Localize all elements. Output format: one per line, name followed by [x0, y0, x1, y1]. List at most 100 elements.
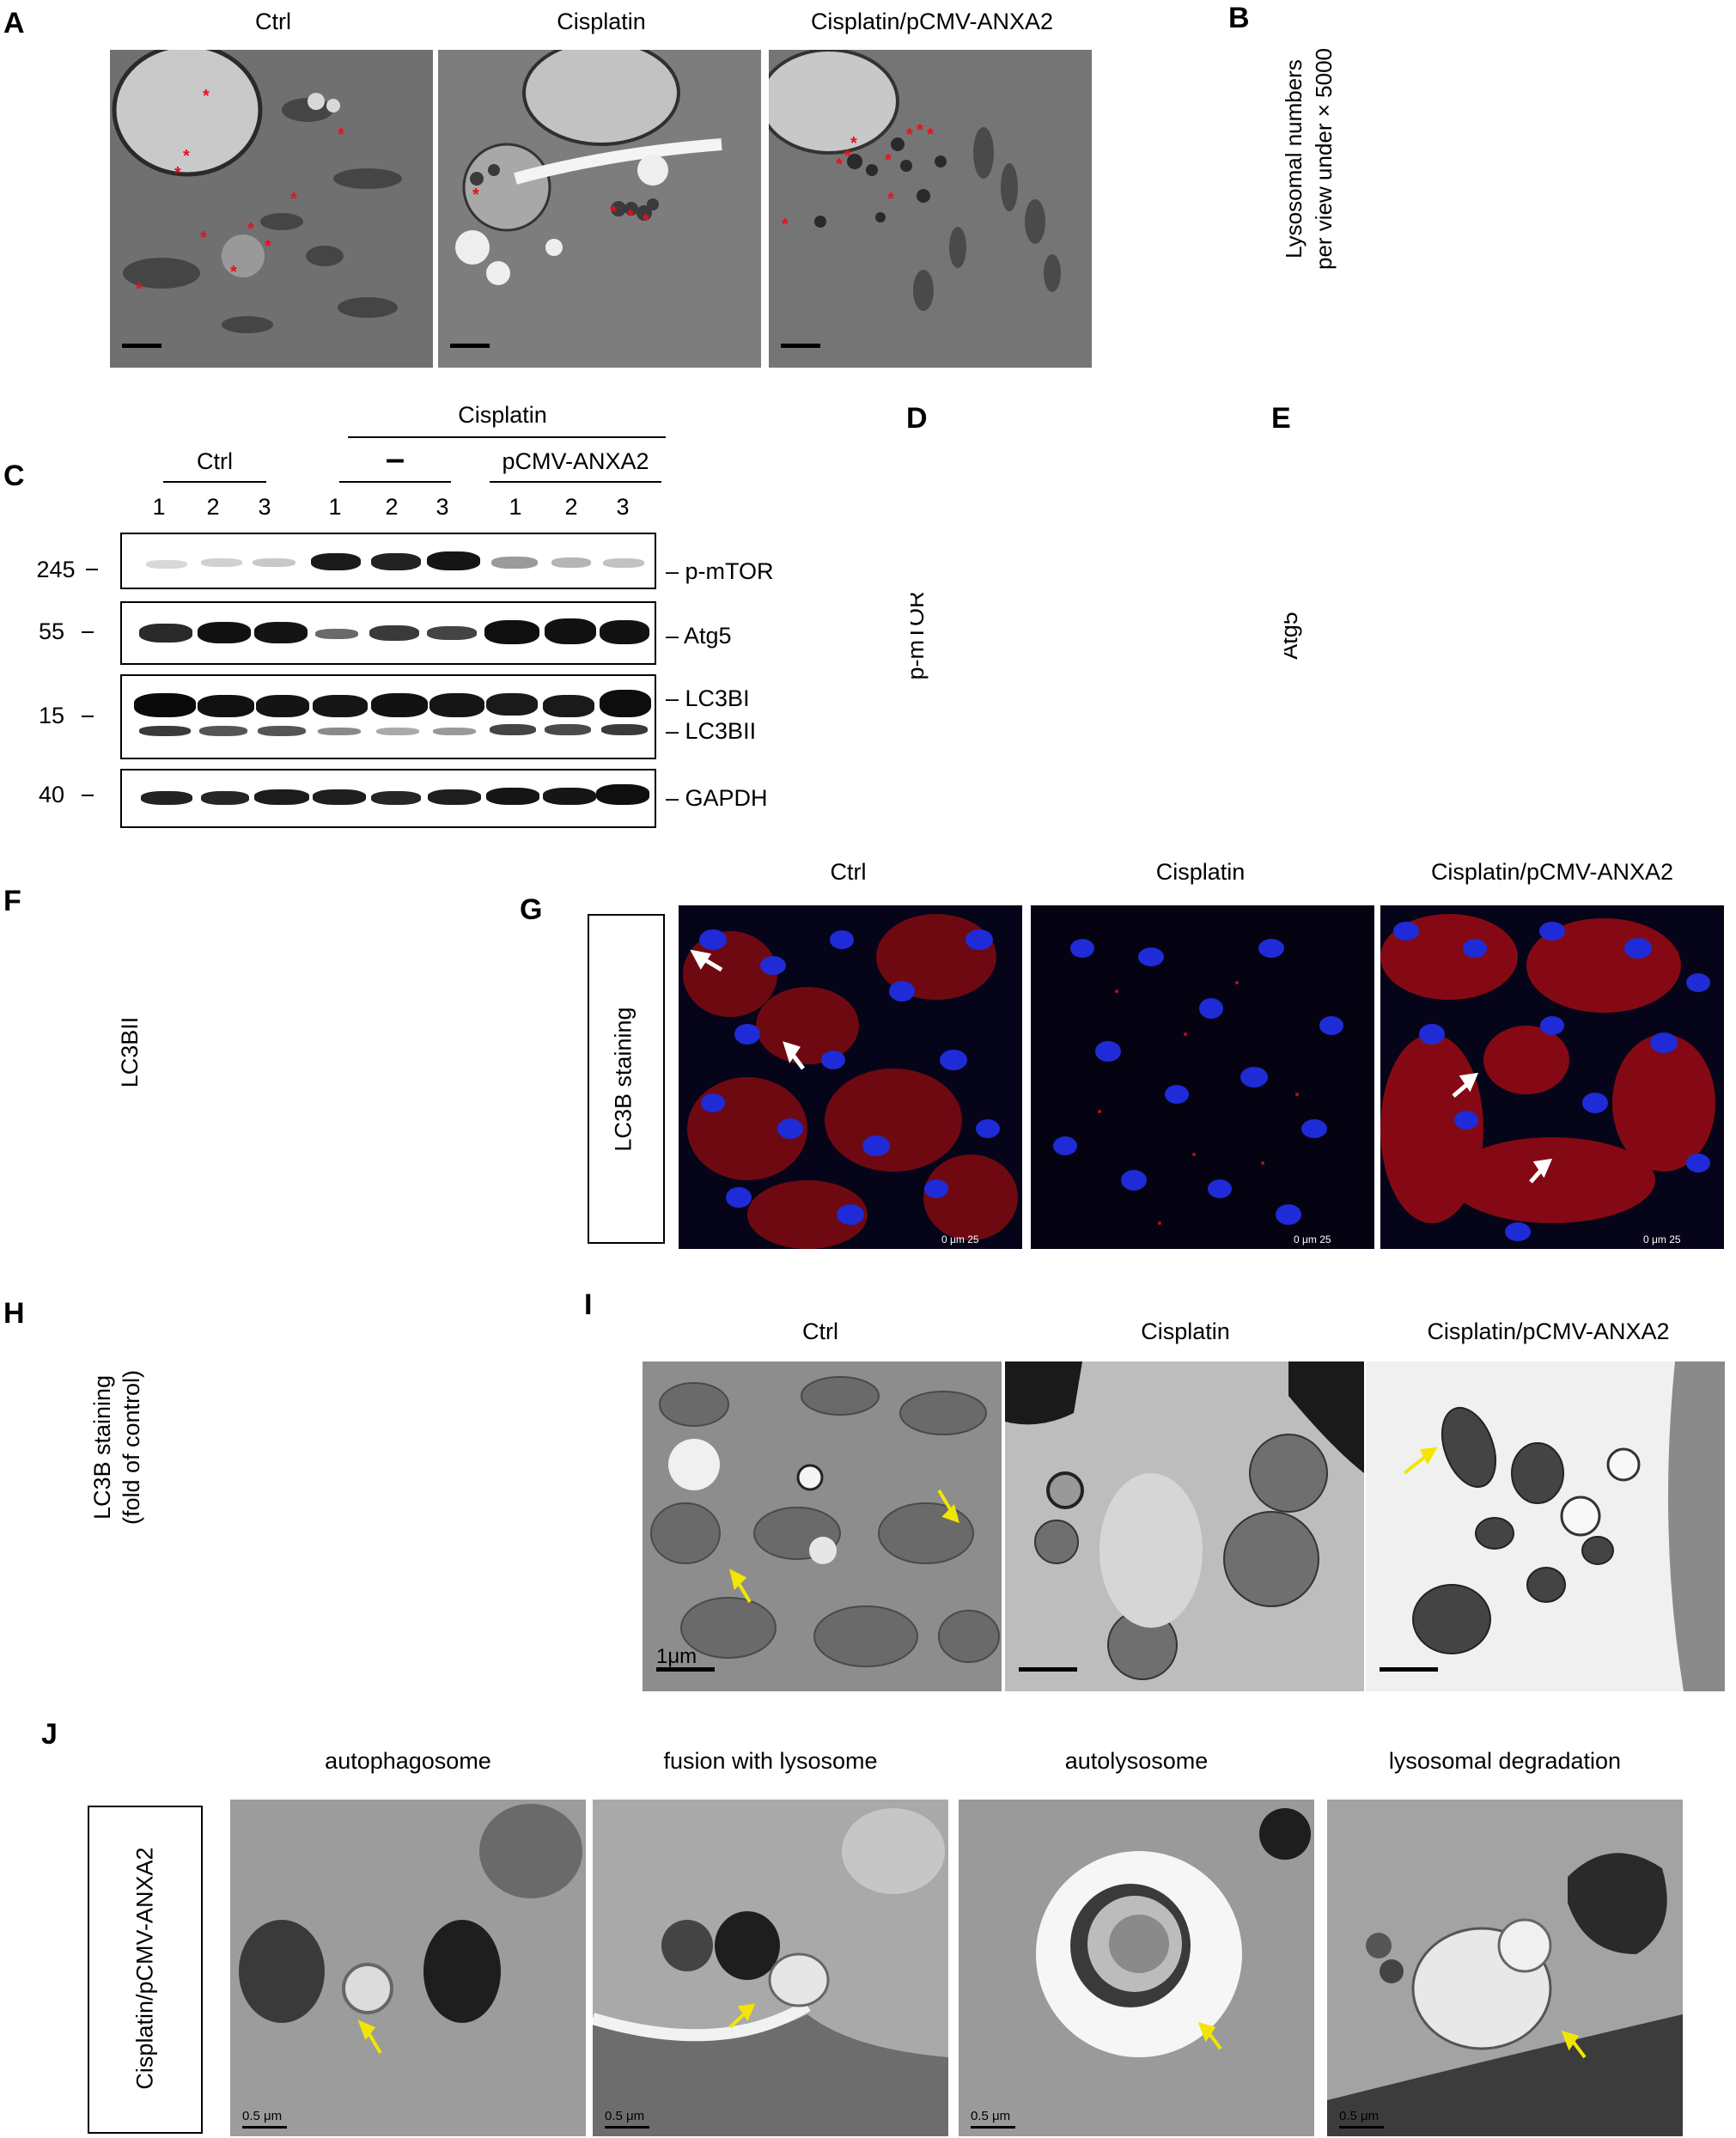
panel-j-em-autophagosome: 0.5 μm [230, 1800, 586, 2136]
panel-j-scale-2: 0.5 μm [605, 2109, 645, 2123]
panel-i-scalebar-anxa2 [1380, 1667, 1438, 1672]
svg-text:*: * [643, 211, 649, 230]
panel-j-em-autophagosome-art [230, 1800, 586, 2136]
svg-text:*: * [844, 147, 851, 166]
blot-atg5 [120, 601, 656, 665]
panel-g-scale-anxa2: 0 μm 25 [1643, 1233, 1681, 1246]
panel-c-plasmid-line [490, 481, 661, 483]
panel-a-title-anxa2: Cisplatin/pCMV-ANXA2 [810, 9, 1054, 34]
protein-lc3bii-label: LC3BII [685, 718, 757, 744]
panel-g-confocal-cisplatin-art [1031, 905, 1374, 1249]
panel-h-chart: LC3B staining (fold of control) 0.00.51.… [89, 1370, 144, 1525]
panel-i-title-anxa2: Cisplatin/pCMV-ANXA2 [1427, 1319, 1670, 1344]
panel-i-em-anxa2 [1366, 1361, 1725, 1691]
panel-i-em-ctrl: 1μm [643, 1361, 1002, 1691]
lane-5: 2 [385, 494, 399, 520]
protein-lc3bi: – LC3BI [666, 685, 750, 711]
panel-i-scalebar-cisplatin [1019, 1667, 1077, 1672]
protein-lc3bi-label: LC3BI [685, 685, 750, 711]
panel-i-title-cisplatin: Cisplatin [1141, 1319, 1230, 1344]
panel-j-scalebar-3 [971, 2126, 1015, 2129]
panel-c-ctrl-line [163, 481, 266, 483]
svg-text:*: * [850, 134, 857, 153]
panel-a-em-cisplatin: * * * * [438, 50, 761, 368]
mw-15: 15 [38, 703, 65, 728]
panel-d-letter: D [906, 402, 928, 435]
svg-text:*: * [200, 228, 207, 247]
panel-c-cisplatin-line [348, 436, 666, 438]
panel-b-ylabel-line1: Lysosomal numbers [1281, 59, 1307, 259]
panel-a-letter: A [3, 7, 25, 40]
panel-g-side-box: LC3B staining [588, 914, 665, 1244]
panel-h-ylabel-line2: (fold of control) [119, 1370, 144, 1525]
svg-text:*: * [627, 207, 634, 226]
panel-g-confocal-anxa2: 0 μm 25 [1380, 905, 1724, 1249]
svg-text:*: * [887, 190, 894, 209]
panel-j-scale-1: 0.5 μm [242, 2109, 283, 2123]
mw-55: 55 [38, 618, 65, 644]
panel-j-title-degradation: lysosomal degradation [1388, 1748, 1622, 1774]
panel-a-scalebar-ctrl [122, 344, 161, 348]
svg-text:*: * [265, 237, 271, 256]
protein-gapdh: – GAPDH [666, 785, 768, 811]
lane-1: 1 [152, 494, 166, 520]
panel-f-ylabel: LC3BII [117, 1017, 143, 1088]
svg-text:*: * [136, 280, 143, 299]
svg-text:*: * [906, 125, 913, 144]
panel-g-side-label: LC3B staining [610, 1007, 637, 1152]
protein-atg5: – Atg5 [666, 623, 732, 649]
panel-b-chart: Lysosomal numbers per view under × 5000 … [1281, 48, 1337, 270]
panel-g-title-anxa2: Cisplatin/pCMV-ANXA2 [1430, 859, 1674, 885]
mw-55-tick [82, 631, 94, 633]
panel-h-letter: H [3, 1297, 25, 1330]
panel-j-side-box: Cisplatin/pCMV-ANXA2 [88, 1806, 203, 2134]
panel-j-title-autolysosome: autolysosome [1064, 1748, 1209, 1774]
panel-b-ylabel-line2: per view under × 5000 [1311, 48, 1337, 270]
svg-text:*: * [183, 147, 190, 166]
lane-4: 1 [328, 494, 342, 520]
mw-245: 245 [36, 557, 76, 582]
panel-e-letter: E [1271, 402, 1291, 435]
panel-g-confocal-cisplatin: 0 μm 25 [1031, 905, 1374, 1249]
lane-3: 3 [258, 494, 271, 520]
panel-j-scalebar-1 [242, 2126, 287, 2129]
panel-i-letter: I [584, 1288, 593, 1321]
panel-b-ylabel: Lysosomal numbers per view under × 5000 [1281, 48, 1337, 270]
panel-j-side-label: Cisplatin/pCMV-ANXA2 [131, 1847, 158, 2090]
panel-g-confocal-ctrl-art [679, 905, 1022, 1249]
panel-j-scalebar-2 [605, 2126, 649, 2129]
panel-g-scale-cisplatin: 0 μm 25 [1294, 1233, 1331, 1246]
lane-9: 3 [616, 494, 630, 520]
lane-6: 3 [436, 494, 449, 520]
panel-j-em-degradation-art [1327, 1800, 1683, 2136]
panel-i-em-cisplatin-art [1005, 1361, 1364, 1691]
mw-40: 40 [38, 782, 65, 807]
svg-text:*: * [203, 87, 210, 106]
panel-j-title-fusion: fusion with lysosome [663, 1748, 878, 1774]
panel-j-scale-3: 0.5 μm [971, 2109, 1011, 2123]
blot-gapdh [120, 769, 656, 828]
lane-8: 2 [564, 494, 578, 520]
protein-lc3bii: – LC3BII [666, 718, 757, 744]
protein-p-mtor-label: p-mTOR [685, 558, 774, 584]
panel-g-title-cisplatin: Cisplatin [1155, 859, 1246, 885]
panel-g-title-ctrl: Ctrl [830, 859, 867, 885]
mw-15-tick [82, 716, 94, 717]
panel-a-scalebar-anxa2 [781, 344, 820, 348]
panel-g-scale-ctrl: 0 μm 25 [941, 1233, 979, 1246]
panel-i-scalebar-ctrl [656, 1667, 715, 1672]
panel-a-em-anxa2: * * * * * * * * * [769, 50, 1092, 368]
mw-245-tick [86, 569, 98, 570]
panel-a-em-cisplatin-art: * * * * [438, 50, 761, 368]
panel-a-em-ctrl-art: ****** **** [110, 50, 433, 368]
panel-e-ylabel: Atg5 [1284, 612, 1302, 660]
panel-i-em-anxa2-art [1366, 1361, 1725, 1691]
panel-h-ylabel-line1: LC3B staining [89, 1375, 115, 1520]
panel-j-em-autolysosome-art [959, 1800, 1314, 2136]
svg-text:*: * [917, 121, 923, 140]
panel-i-em-ctrl-art [643, 1361, 1002, 1691]
protein-gapdh-label: GAPDH [685, 785, 768, 811]
lane-7: 1 [509, 494, 522, 520]
panel-j-letter: J [41, 1718, 58, 1751]
svg-text:*: * [247, 220, 254, 239]
